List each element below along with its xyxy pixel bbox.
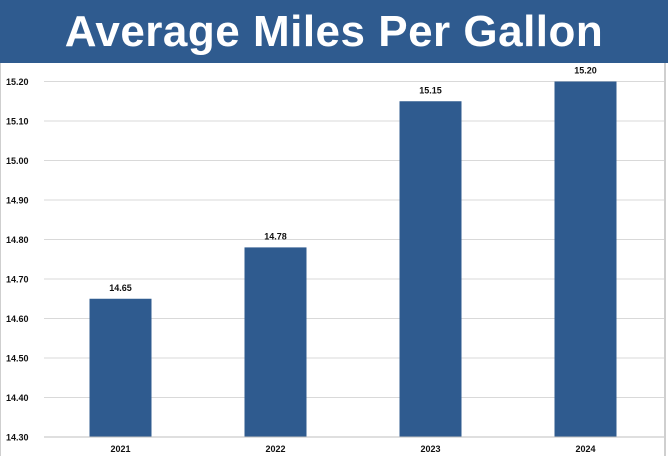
data-label: 14.65: [109, 283, 132, 293]
data-label: 15.20: [574, 66, 597, 76]
x-tick-label: 2022: [265, 444, 285, 454]
y-tick-label: 15.20: [6, 77, 29, 87]
x-tick-label: 2023: [420, 444, 440, 454]
y-tick-label: 14.50: [6, 354, 29, 364]
y-tick-label: 14.30: [6, 433, 29, 443]
y-tick-label: 15.10: [6, 117, 29, 127]
data-label: 15.15: [419, 85, 442, 95]
x-tick-label: 2024: [575, 444, 595, 454]
y-tick-label: 14.40: [6, 393, 29, 403]
bar: [89, 298, 152, 437]
y-tick-label: 15.00: [6, 156, 29, 166]
data-label: 14.78: [264, 231, 287, 241]
y-tick-label: 14.80: [6, 235, 29, 245]
bar: [554, 81, 617, 437]
y-tick-label: 14.70: [6, 275, 29, 285]
y-tick-label: 14.90: [6, 196, 29, 206]
x-tick-label: 2021: [110, 444, 130, 454]
title-banner: Average Miles Per Gallon: [0, 0, 668, 63]
bar: [244, 247, 307, 437]
bar: [399, 101, 462, 437]
y-tick-label: 14.60: [6, 314, 29, 324]
chart-title: Average Miles Per Gallon: [64, 7, 604, 56]
plot-frame: [0, 63, 666, 456]
